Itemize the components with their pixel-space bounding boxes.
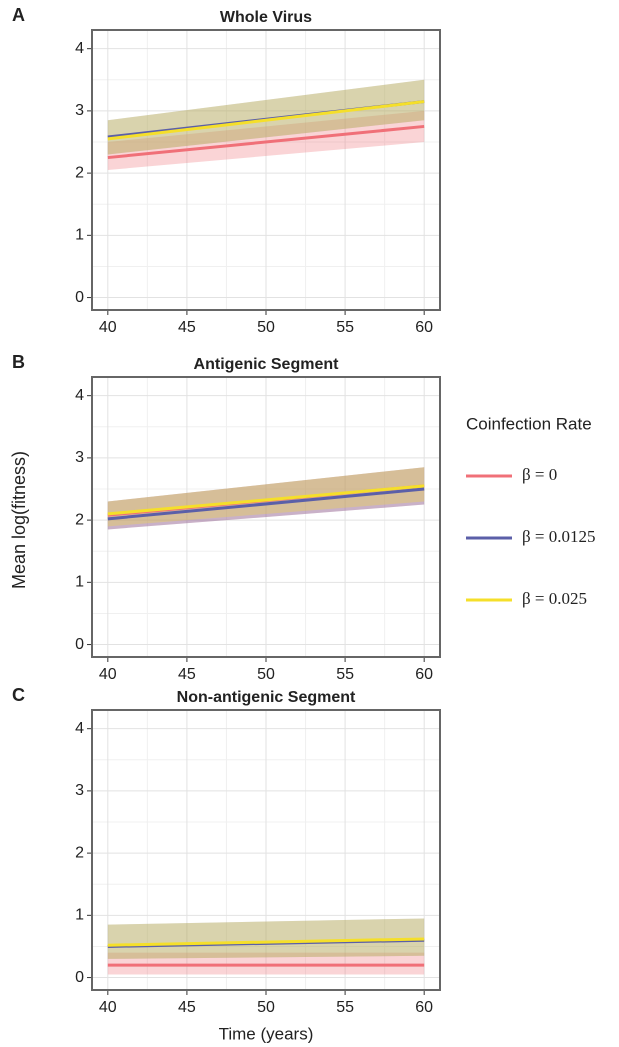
- y-tick-label: 0: [75, 969, 84, 986]
- x-axis-label: Time (years): [219, 1024, 314, 1043]
- legend-label: β = 0.0125: [522, 527, 596, 546]
- panel-title: Whole Virus: [220, 9, 312, 26]
- x-tick-label: 60: [415, 999, 433, 1016]
- y-tick-label: 3: [75, 782, 84, 799]
- y-tick-label: 4: [75, 720, 84, 737]
- x-tick-label: 40: [99, 319, 117, 336]
- panel-letter: C: [12, 685, 25, 705]
- y-tick-label: 2: [75, 511, 84, 528]
- spread-band: [107, 79, 425, 155]
- spread-band: [107, 918, 425, 959]
- x-tick-label: 40: [99, 666, 117, 683]
- x-tick-label: 50: [257, 319, 275, 336]
- spread-band: [107, 918, 425, 959]
- legend-label: β = 0.025: [522, 589, 587, 608]
- y-axis-label: Mean log(fitness): [9, 451, 29, 589]
- spread-band: [107, 79, 425, 155]
- series-line: [107, 937, 425, 947]
- series-line: [107, 487, 425, 521]
- x-tick-label: 60: [415, 319, 433, 336]
- x-tick-label: 40: [99, 999, 117, 1016]
- spread-band: [107, 952, 425, 975]
- x-tick-label: 50: [257, 999, 275, 1016]
- x-tick-label: 50: [257, 666, 275, 683]
- y-tick-label: 0: [75, 289, 84, 306]
- panel-title: Non-antigenic Segment: [177, 689, 356, 706]
- x-tick-label: 45: [178, 999, 196, 1016]
- x-tick-label: 45: [178, 319, 196, 336]
- y-tick-label: 1: [75, 907, 84, 924]
- y-tick-label: 1: [75, 574, 84, 591]
- panel-letter: A: [12, 5, 25, 25]
- panel-title: Antigenic Segment: [194, 356, 340, 373]
- legend-title: Coinfection Rate: [466, 414, 592, 433]
- x-tick-label: 55: [336, 319, 354, 336]
- y-tick-label: 3: [75, 102, 84, 119]
- y-tick-label: 0: [75, 636, 84, 653]
- series-line: [107, 484, 425, 516]
- x-tick-label: 55: [336, 999, 354, 1016]
- series-line: [107, 100, 425, 141]
- spread-band: [107, 110, 425, 170]
- y-tick-label: 2: [75, 844, 84, 861]
- x-tick-label: 60: [415, 666, 433, 683]
- series-line: [107, 124, 425, 160]
- y-tick-label: 4: [75, 387, 84, 404]
- plot-frame: [91, 29, 441, 311]
- y-tick-label: 2: [75, 164, 84, 181]
- y-tick-label: 3: [75, 449, 84, 466]
- spread-band: [107, 467, 425, 530]
- plot-frame: [91, 709, 441, 991]
- y-tick-label: 1: [75, 227, 84, 244]
- legend-label: β = 0: [522, 465, 557, 484]
- y-tick-label: 4: [75, 40, 84, 57]
- plot-frame: [91, 376, 441, 658]
- x-tick-label: 45: [178, 666, 196, 683]
- spread-band: [107, 467, 425, 530]
- x-tick-label: 55: [336, 666, 354, 683]
- panel-letter: B: [12, 352, 25, 372]
